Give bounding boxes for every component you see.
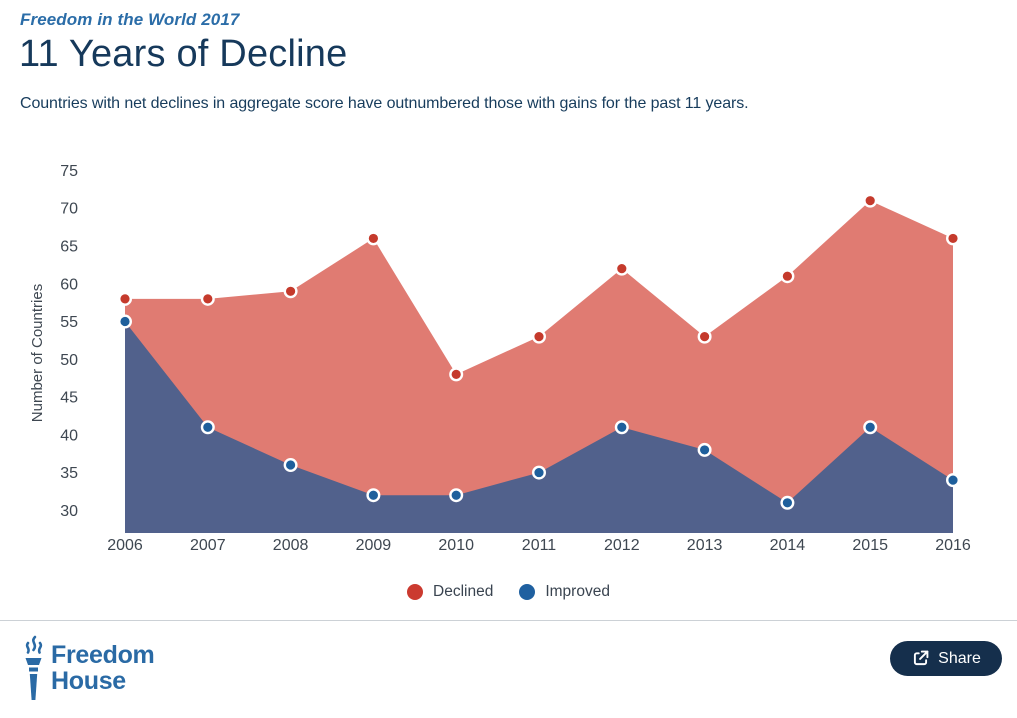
svg-text:2006: 2006 [107, 537, 143, 554]
svg-text:2011: 2011 [522, 537, 557, 554]
torch-icon [25, 635, 43, 700]
svg-text:2007: 2007 [190, 537, 226, 554]
report-kicker: Freedom in the World 2017 [20, 10, 240, 29]
svg-text:65: 65 [60, 238, 78, 255]
svg-text:Number of Countries: Number of Countries [29, 284, 46, 422]
logo-text-line1: Freedom [51, 641, 155, 669]
svg-text:2010: 2010 [438, 537, 474, 554]
freedom-house-logo[interactable]: Freedom House [20, 634, 155, 702]
svg-text:2008: 2008 [273, 537, 309, 554]
legend-item-improved[interactable]: Improved [519, 583, 610, 601]
svg-text:2013: 2013 [687, 537, 723, 554]
svg-text:60: 60 [60, 276, 78, 293]
improved-swatch-icon [519, 584, 536, 600]
legend-item-declined[interactable]: Declined [407, 583, 493, 601]
chart-legend: Declined Improved [0, 583, 1017, 601]
svg-text:35: 35 [60, 465, 78, 482]
svg-text:2009: 2009 [356, 537, 392, 554]
svg-text:45: 45 [60, 390, 78, 407]
legend-label-improved: Improved [545, 583, 610, 600]
svg-text:2012: 2012 [604, 537, 640, 554]
svg-text:2016: 2016 [935, 537, 971, 554]
share-icon [914, 650, 929, 666]
svg-text:55: 55 [60, 314, 78, 331]
svg-text:2015: 2015 [852, 537, 888, 554]
chart-subtitle: Countries with net declines in aggregate… [20, 95, 749, 112]
svg-text:75: 75 [60, 163, 78, 180]
declined-swatch-icon [407, 584, 424, 600]
page-title: 11 Years of Decline [19, 33, 348, 75]
svg-text:2014: 2014 [770, 537, 806, 554]
svg-text:50: 50 [60, 352, 78, 369]
legend-label-declined: Declined [433, 583, 494, 600]
svg-text:40: 40 [60, 427, 78, 444]
area-chart: 30 35 40 45 50 55 60 65 70 75 2006 2007 2008 2009 2010… [29, 163, 971, 554]
footer-divider [0, 620, 1017, 621]
svg-text:70: 70 [60, 201, 78, 218]
svg-text:30: 30 [60, 503, 78, 520]
share-button[interactable]: Share [890, 641, 1002, 676]
logo-text-line2: House [51, 667, 126, 695]
share-button-label: Share [938, 649, 981, 667]
